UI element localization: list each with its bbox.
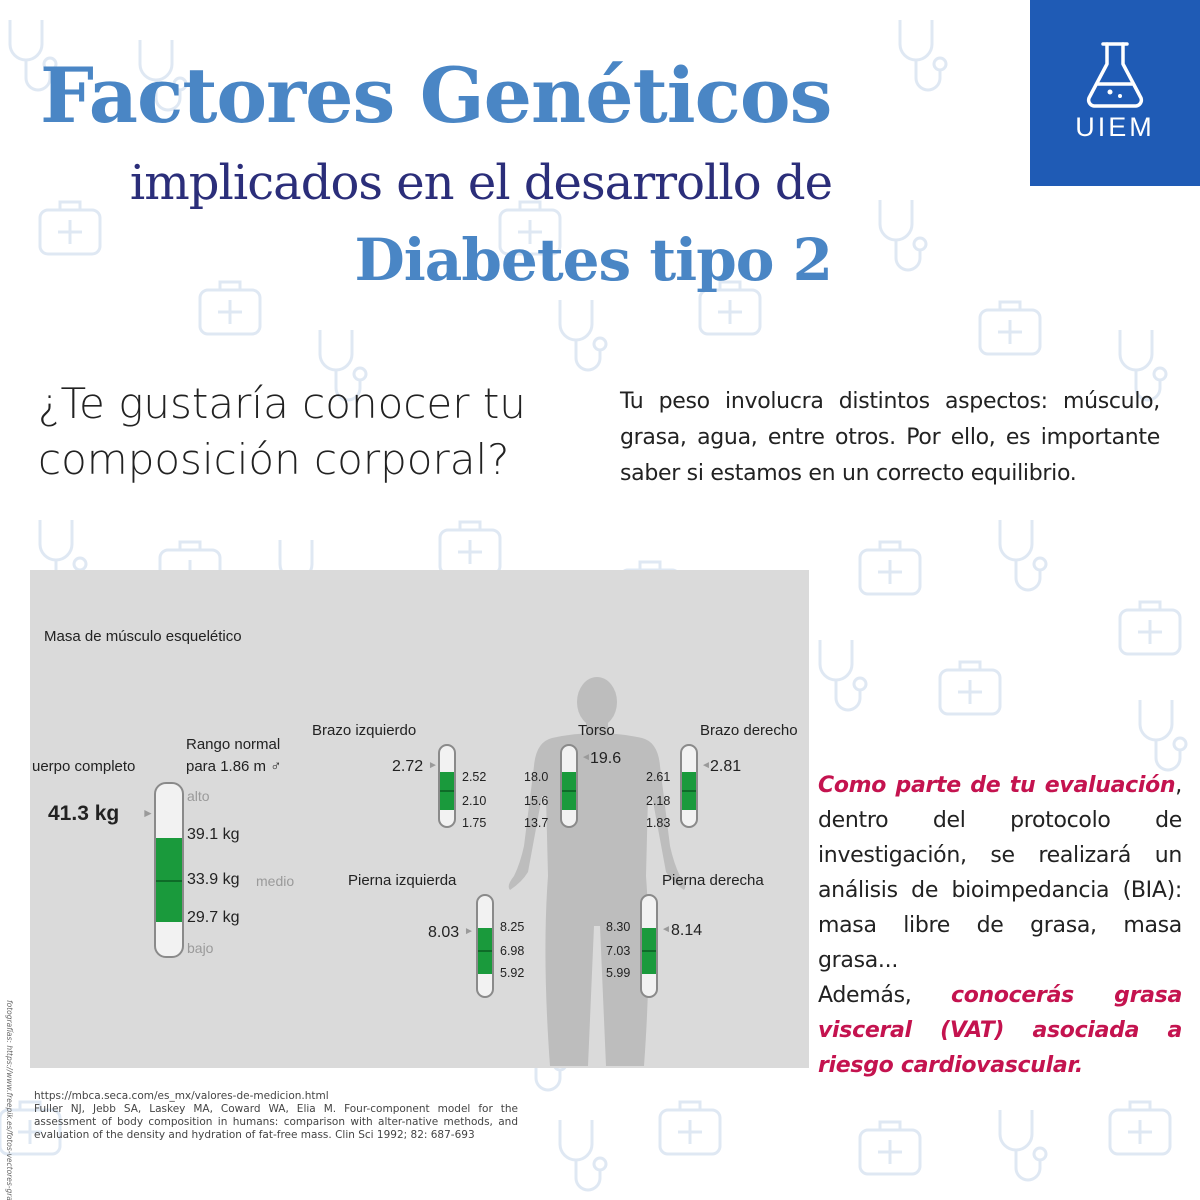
- torso-mid: 15.6: [524, 794, 549, 808]
- range-label-2: para 1.86 m ♂: [186, 758, 282, 775]
- whole-body-meter: [154, 782, 184, 958]
- torso-high: 18.0: [524, 770, 549, 784]
- right-leg-meter: [640, 894, 658, 998]
- whole-body-high: 39.1 kg: [187, 826, 240, 843]
- right-arm-low: 1.83: [646, 816, 671, 830]
- reference-url[interactable]: https://mbca.seca.com/es_mx/valores-de-m…: [34, 1090, 329, 1102]
- left-leg-low: 5.92: [500, 966, 525, 980]
- whole-body-alto: alto: [187, 788, 210, 804]
- left-arm-label: Brazo izquierdo: [312, 722, 417, 739]
- left-leg-label: Pierna izquierda: [348, 872, 457, 889]
- left-arm-mid: 2.10: [462, 794, 487, 808]
- torso-low: 13.7: [524, 816, 549, 830]
- right-leg-pointer: ◄: [661, 924, 671, 935]
- torso-meter: [560, 744, 578, 828]
- left-arm-low: 1.75: [462, 816, 487, 830]
- photo-credit-text: fotografías: https://www.freepik.es/foto…: [5, 1000, 14, 1200]
- whole-body-low: 29.7 kg: [187, 909, 240, 926]
- intro-paragraph: Tu peso involucra distintos aspectos: mú…: [620, 389, 1160, 486]
- right-arm-pointer: ◄: [701, 760, 711, 771]
- whole-body-label: uerpo completo: [32, 758, 136, 775]
- torso-mid-tick: [562, 790, 576, 792]
- left-leg-mid: 6.98: [500, 944, 525, 958]
- whole-body-bajo: bajo: [187, 940, 214, 956]
- left-arm-value: 2.72: [392, 758, 424, 775]
- references: https://mbca.seca.com/es_mx/valores-de-m…: [34, 1090, 518, 1142]
- left-leg-high: 8.25: [500, 920, 525, 934]
- torso-value: 19.6: [590, 750, 622, 767]
- whole-body-pointer: ►: [142, 806, 154, 820]
- reference-citation: Fuller NJ, Jebb SA, Laskey MA, Coward WA…: [34, 1103, 518, 1141]
- evaluation-text-1: , dentro del protocolo de investigación,…: [818, 773, 1182, 973]
- title-line-2: implicados en el desarrollo de: [129, 155, 833, 211]
- evaluation-accent-1: Como parte de tu evaluación: [818, 773, 1176, 798]
- right-leg-label: Pierna derecha: [662, 872, 764, 889]
- left-arm-high: 2.52: [462, 770, 487, 784]
- left-leg-value: 8.03: [428, 924, 460, 941]
- left-leg-mid-tick: [478, 950, 492, 952]
- left-arm-mid-tick: [440, 790, 454, 792]
- chart-title: Masa de músculo esquelético: [44, 628, 242, 645]
- whole-body-mid: 33.9 kg: [187, 871, 240, 888]
- logo-text: UIEM: [1075, 112, 1155, 142]
- flask-icon: [1086, 42, 1144, 108]
- left-leg-pointer: ►: [464, 926, 474, 937]
- right-leg-value: 8.14: [671, 922, 703, 939]
- composition-question: ¿Te gustaría conocer tu composición corp…: [38, 379, 526, 484]
- right-arm-label: Brazo derecho: [700, 722, 798, 739]
- right-arm-mid-tick: [682, 790, 696, 792]
- left-arm-meter: [438, 744, 456, 828]
- evaluation-paragraph: Como parte de tu evaluación, dentro del …: [818, 768, 1182, 1083]
- uiem-logo: UIEM: [1030, 0, 1200, 186]
- right-arm-high: 2.61: [646, 770, 671, 784]
- right-leg-mid: 7.03: [606, 944, 631, 958]
- right-arm-value: 2.81: [710, 758, 742, 775]
- right-leg-mid-tick: [642, 950, 656, 952]
- torso-label: Torso: [578, 722, 615, 739]
- title-line-3: Diabetes tipo 2: [354, 226, 833, 294]
- whole-body-value: 41.3 kg: [48, 802, 120, 825]
- torso-pointer: ◄: [581, 752, 591, 763]
- title-line-1: Factores Genéticos: [40, 51, 832, 140]
- left-leg-meter: [476, 894, 494, 998]
- right-arm-mid: 2.18: [646, 794, 671, 808]
- right-leg-high: 8.30: [606, 920, 631, 934]
- body-composition-panel: Masa de músculo esquelético uerpo comple…: [30, 570, 809, 1068]
- right-arm-meter: [680, 744, 698, 828]
- whole-body-medio: medio: [256, 873, 295, 889]
- left-arm-pointer: ►: [428, 760, 438, 771]
- right-leg-low: 5.99: [606, 966, 631, 980]
- evaluation-accent-2: conocerás grasa visceral (VAT) asociada …: [818, 983, 1183, 1078]
- whole-body-mid-tick: [156, 880, 182, 882]
- photo-credit: fotografías: https://www.freepik.es/foto…: [2, 1000, 14, 1200]
- evaluation-text-2: Además,: [818, 983, 951, 1008]
- range-label-1: Rango normal: [186, 736, 281, 753]
